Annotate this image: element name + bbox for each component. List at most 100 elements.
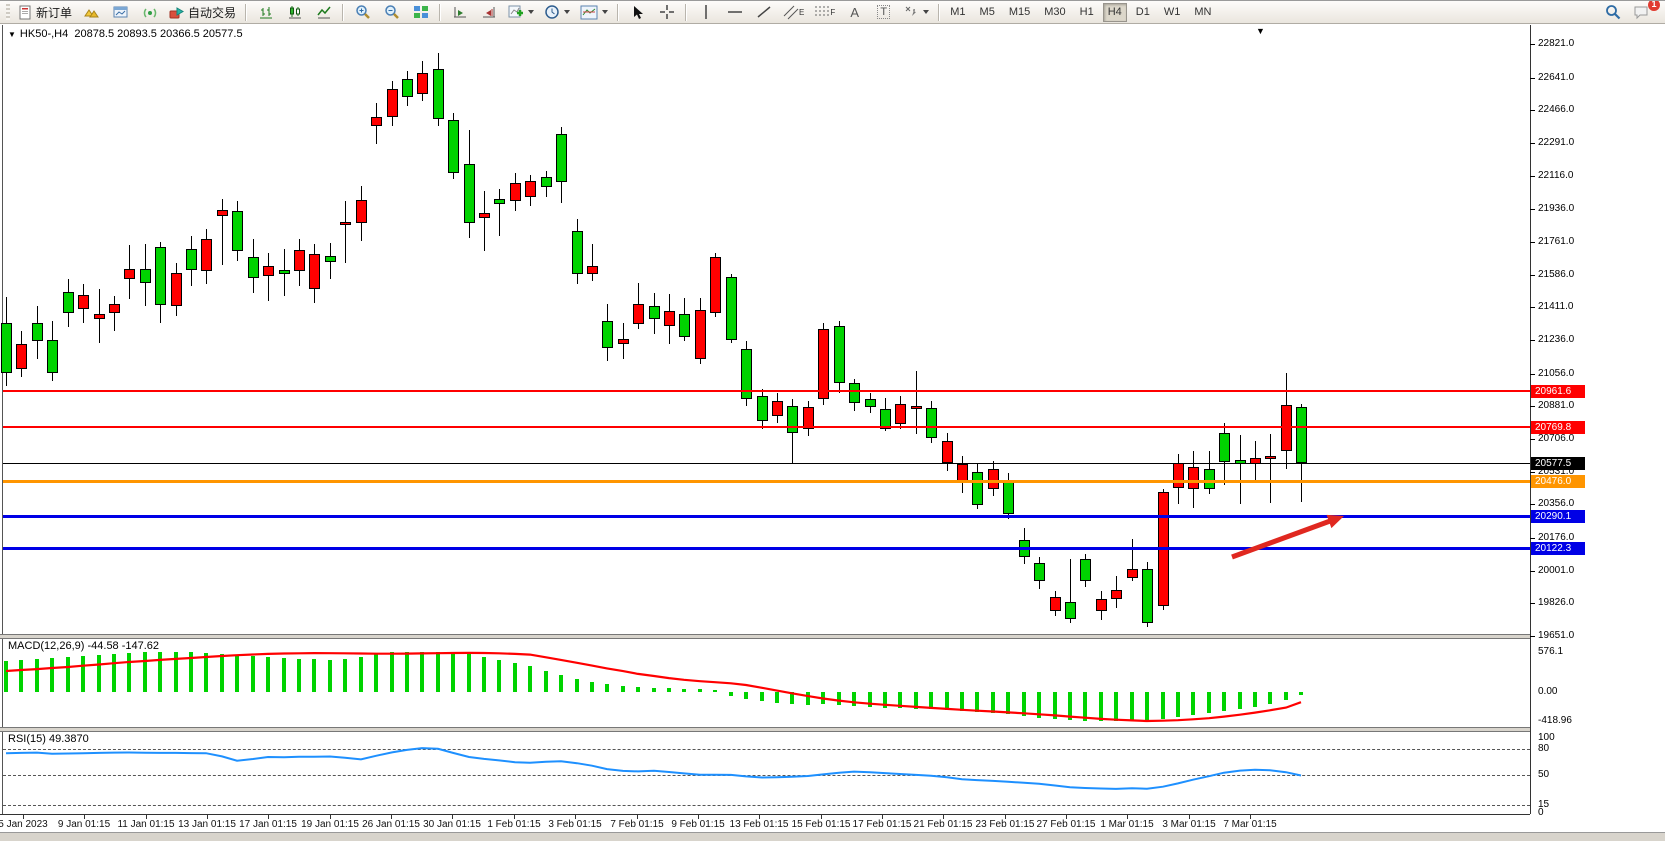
price-scale-label[interactable]: 22821.0	[1538, 38, 1575, 49]
new-order-button[interactable]: 新订单	[14, 2, 76, 23]
time-axis-label[interactable]: 1 Mar 01:15	[1100, 819, 1154, 830]
macd-pane[interactable]	[2, 638, 1530, 727]
periods-button[interactable]	[540, 2, 574, 23]
notifications-button[interactable]: 1	[1628, 1, 1660, 23]
time-axis-label[interactable]: 3 Mar 01:15	[1162, 819, 1216, 830]
price-scale-label[interactable]: 21586.0	[1538, 268, 1575, 280]
cursor-tool-button[interactable]	[624, 2, 651, 23]
rsi-pane[interactable]	[2, 731, 1530, 814]
price-scale-label[interactable]: 21411.0	[1538, 301, 1574, 313]
timeframe-button-M15[interactable]: M15	[1008, 6, 1031, 18]
horizontal-line-20476[interactable]	[3, 480, 1530, 484]
rsi-scale-label[interactable]: 50	[1538, 769, 1550, 780]
time-axis-label[interactable]: 7 Mar 01:15	[1223, 819, 1277, 830]
market-watch-button[interactable]	[107, 2, 134, 23]
price-scale-label[interactable]: 20176.0	[1538, 532, 1575, 543]
horizontal-line-20122.3[interactable]	[3, 546, 1530, 550]
timeframe-button-M1[interactable]: M1	[950, 6, 966, 18]
pane-separator[interactable]	[0, 634, 1530, 639]
horizontal-line-20577.5[interactable]	[3, 462, 1530, 464]
price-scale-label[interactable]: 20706.0	[1538, 433, 1575, 444]
arrows-dropdown-caret[interactable]	[923, 10, 930, 14]
time-axis-label[interactable]: 9 Jan 01:15	[57, 819, 111, 830]
price-scale-label[interactable]: 20001.0	[1538, 564, 1575, 576]
rsi-scale-label[interactable]: 100	[1538, 732, 1555, 743]
indicators-dropdown-caret[interactable]	[528, 10, 535, 14]
price-scale-label[interactable]: 22116.0	[1538, 169, 1574, 181]
time-axis-label[interactable]: 15 Feb 01:15	[791, 819, 851, 830]
price-scale-label[interactable]: 20531.0	[1538, 465, 1575, 477]
time-axis-label[interactable]: 11 Jan 01:15	[117, 819, 175, 830]
horizontal-line-tool-button[interactable]	[721, 2, 748, 23]
candlestick-mode-button[interactable]	[281, 2, 308, 23]
templates-dropdown-caret[interactable]	[602, 10, 609, 14]
price-scale-label[interactable]: 19826.0	[1538, 597, 1575, 609]
rsi-scale-label[interactable]: 80	[1538, 743, 1550, 754]
time-axis-label[interactable]: 13 Jan 01:15	[178, 819, 236, 830]
horizontal-line-20290.1[interactable]	[3, 515, 1530, 519]
time-axis-label[interactable]: 7 Feb 01:15	[610, 819, 664, 830]
price-scale-label[interactable]: 21936.0	[1538, 203, 1575, 215]
timeframe-button-W1[interactable]: W1	[1163, 6, 1181, 18]
time-axis-label[interactable]: 17 Jan 01:15	[239, 819, 297, 830]
profile-button[interactable]	[78, 2, 105, 23]
trendline-tool-button[interactable]	[750, 2, 777, 23]
templates-button[interactable]	[576, 2, 612, 23]
macd-scale-label[interactable]: 576.1	[1538, 646, 1564, 657]
time-axis-label[interactable]: 13 Feb 01:15	[729, 819, 789, 830]
time-axis-label[interactable]: 26 Jan 01:15	[362, 819, 420, 830]
horizontal-line-20769.8[interactable]	[3, 426, 1530, 429]
search-button[interactable]	[1599, 2, 1626, 23]
price-scale-label[interactable]: 22291.0	[1538, 137, 1575, 148]
time-axis-label[interactable]: 1 Feb 01:15	[487, 819, 541, 830]
tile-windows-button[interactable]	[407, 2, 434, 23]
toolbar-grip[interactable]	[6, 4, 10, 20]
crosshair-tool-button[interactable]	[653, 2, 680, 23]
price-scale-label[interactable]: 21761.0	[1538, 236, 1575, 247]
periods-dropdown-caret[interactable]	[564, 10, 571, 14]
time-axis-label[interactable]: 5 Jan 2023	[0, 819, 48, 830]
time-axis-label[interactable]: 19 Jan 01:15	[301, 819, 359, 830]
timeframe-button-M30[interactable]: M30	[1044, 6, 1066, 18]
time-axis-label[interactable]: 21 Feb 01:15	[913, 819, 973, 830]
pane-separator[interactable]	[0, 727, 1530, 732]
timeframe-button-H4[interactable]: H4	[1102, 2, 1127, 22]
time-axis-label[interactable]: 30 Jan 01:15	[423, 819, 481, 830]
time-axis-label[interactable]: 27 Feb 01:15	[1036, 819, 1096, 830]
line-chart-mode-button[interactable]	[310, 2, 337, 23]
time-axis-label[interactable]: 17 Feb 01:15	[852, 819, 912, 830]
time-axis-label[interactable]: 3 Feb 01:15	[548, 819, 602, 830]
main-price-pane[interactable]	[2, 25, 1530, 634]
price-scale-label[interactable]: 20881.0	[1538, 400, 1575, 412]
zoom-out-button[interactable]	[378, 2, 405, 23]
arrows-tool-button[interactable]	[899, 2, 933, 23]
vertical-line-tool-button[interactable]	[692, 2, 719, 23]
time-axis-label[interactable]: 23 Feb 01:15	[975, 819, 1035, 830]
price-scale-label[interactable]: 22466.0	[1538, 104, 1575, 116]
time-axis-label[interactable]: 9 Feb 01:15	[671, 819, 725, 830]
chart-collapse-icon[interactable]: ▼	[8, 30, 16, 39]
price-scale-label[interactable]: 22641.0	[1538, 71, 1575, 83]
bar-chart-mode-button[interactable]	[252, 2, 279, 23]
chart-shift-marker-icon[interactable]: ▼	[1256, 26, 1265, 36]
text-label-tool-button[interactable]: T	[870, 2, 897, 23]
rsi-scale-label[interactable]: 15	[1538, 799, 1550, 810]
timeframe-button-MN[interactable]: MN	[1194, 6, 1212, 18]
timeframe-button-H1[interactable]: H1	[1079, 6, 1094, 18]
macd-scale-label[interactable]: -418.96	[1538, 715, 1572, 726]
timeframe-button-M5[interactable]: M5	[979, 6, 995, 18]
chart-shift-button[interactable]	[475, 2, 502, 23]
fibonacci-tool-button[interactable]: F	[810, 2, 839, 23]
zoom-in-button[interactable]	[349, 2, 376, 23]
text-tool-button[interactable]: A	[841, 2, 868, 23]
price-scale-label[interactable]: 19651.0	[1538, 630, 1575, 641]
channel-tool-button[interactable]: E	[779, 2, 808, 23]
signals-button[interactable]	[136, 2, 163, 23]
price-scale-label[interactable]: 21236.0	[1538, 334, 1575, 345]
indicators-button[interactable]	[504, 2, 538, 23]
macd-scale-label[interactable]: 0.00	[1538, 686, 1558, 697]
timeframe-button-D1[interactable]: D1	[1135, 6, 1150, 18]
price-scale-label[interactable]: 20356.0	[1538, 498, 1575, 510]
chart-autoscroll-button[interactable]	[446, 2, 473, 23]
horizontal-line-20961.6[interactable]	[3, 390, 1530, 393]
